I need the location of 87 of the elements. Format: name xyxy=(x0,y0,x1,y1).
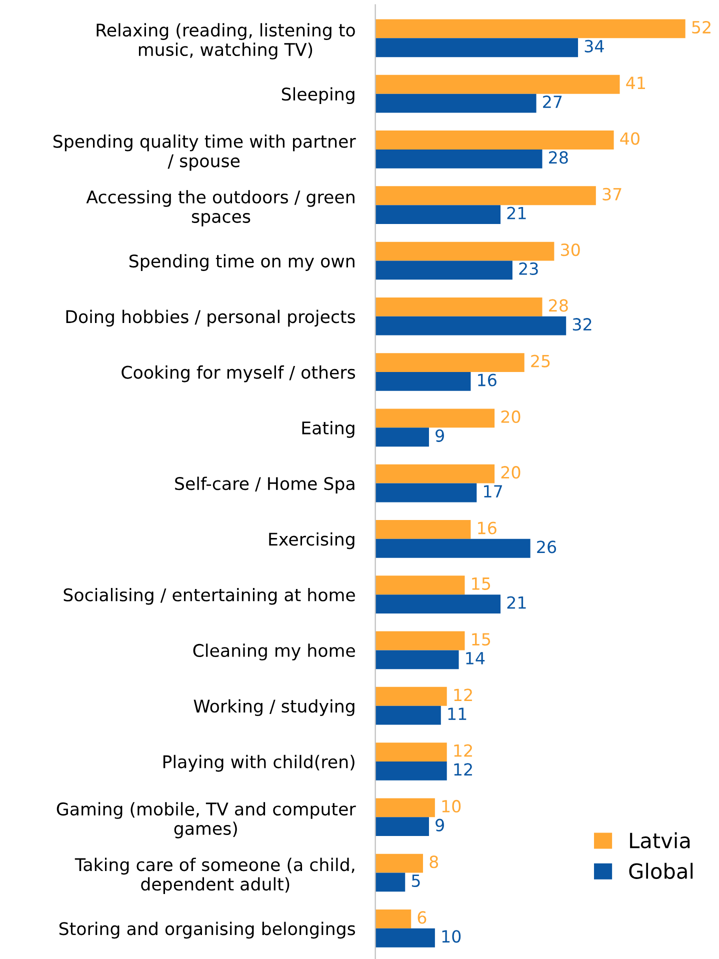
data-label: 6 xyxy=(418,911,426,924)
data-label: 12 xyxy=(454,744,472,757)
data-label: 20 xyxy=(501,466,520,479)
bar xyxy=(375,520,471,539)
data-label: 14 xyxy=(466,652,485,664)
y-tick-label: Storing and organising belongings xyxy=(59,922,356,939)
bar xyxy=(375,353,524,372)
y-tick-label: Relaxing (reading, listening to music, watching TV) xyxy=(96,23,355,60)
bar xyxy=(375,297,542,316)
bar xyxy=(375,186,596,206)
y-tick-label: Cleaning my home xyxy=(193,644,355,660)
bar xyxy=(375,631,465,650)
data-label: 12 xyxy=(454,688,472,701)
bar xyxy=(375,464,495,484)
bar xyxy=(375,817,429,836)
data-label: 15 xyxy=(472,578,490,590)
data-label: 25 xyxy=(531,354,550,368)
data-label: 26 xyxy=(537,540,556,554)
bar xyxy=(375,650,459,670)
data-label: 10 xyxy=(442,930,461,943)
bar xyxy=(375,594,501,614)
bar xyxy=(375,205,501,224)
bar xyxy=(375,316,566,336)
data-label: 23 xyxy=(519,262,538,276)
bar xyxy=(375,372,471,391)
data-label: 5 xyxy=(412,874,420,888)
bar xyxy=(375,483,477,502)
bar xyxy=(375,260,512,280)
y-tick-label: Socialising / entertaining at home xyxy=(64,588,355,605)
bar xyxy=(375,74,620,94)
bar xyxy=(375,38,578,58)
data-label: 32 xyxy=(572,318,592,331)
bar xyxy=(375,686,447,706)
bar xyxy=(375,408,495,428)
y-tick-label: Eating xyxy=(302,421,354,438)
data-label: 9 xyxy=(436,429,444,442)
data-label: 52 xyxy=(692,20,710,34)
data-label: 15 xyxy=(472,633,490,646)
bar xyxy=(375,909,412,928)
data-label: 12 xyxy=(454,763,472,776)
data-label: 11 xyxy=(448,708,466,720)
y-tick-label: Sleeping xyxy=(282,87,354,104)
data-label: 17 xyxy=(484,485,502,498)
data-label: 16 xyxy=(478,374,496,386)
data-label: 28 xyxy=(549,299,568,312)
y-tick-label: Gaming (mobile, TV and computer games) xyxy=(56,802,356,838)
legend-label: Global xyxy=(629,862,693,879)
data-label: 40 xyxy=(620,132,640,145)
bar xyxy=(375,428,429,447)
y-tick-label: Cooking for myself / others xyxy=(122,365,356,382)
data-label: 41 xyxy=(626,76,645,89)
y-tick-label: Spending time on my own xyxy=(129,254,354,271)
data-label: 21 xyxy=(507,206,526,220)
bar xyxy=(375,854,424,873)
bar xyxy=(375,576,465,595)
data-label: 9 xyxy=(436,818,444,832)
bar xyxy=(375,706,441,725)
data-label: 21 xyxy=(507,596,526,609)
data-label: 8 xyxy=(430,856,438,868)
bar xyxy=(375,538,530,558)
bar xyxy=(375,94,536,113)
y-tick-label: Playing with child(ren) xyxy=(163,754,354,772)
data-label: 16 xyxy=(478,522,496,534)
bar xyxy=(375,130,614,150)
bar xyxy=(375,19,686,38)
legend-label: Latvia xyxy=(630,832,690,848)
data-label: 10 xyxy=(442,800,461,812)
y-tick-label: Working / studying xyxy=(194,699,354,716)
y-tick-label: Accessing the outdoors / green spaces xyxy=(86,190,354,226)
bar xyxy=(375,872,406,892)
data-label: 34 xyxy=(584,40,604,52)
bar xyxy=(375,798,435,818)
y-tick-label: Spending quality time with partner / spouse xyxy=(53,134,356,171)
y-tick-label: Self-care / Home Spa xyxy=(175,476,354,494)
bar xyxy=(375,742,447,762)
bar xyxy=(375,761,447,780)
data-label: 20 xyxy=(501,410,520,424)
bar xyxy=(375,928,435,948)
y-tick-label: Doing hobbies / personal projects xyxy=(66,310,356,327)
data-label: 30 xyxy=(561,244,580,256)
bar xyxy=(375,242,554,261)
bar xyxy=(375,149,542,168)
data-label: 37 xyxy=(602,188,622,200)
y-tick-label: Taking care of someone (a child, dependent adult) xyxy=(74,858,354,894)
data-label: 28 xyxy=(549,151,568,164)
data-label: 27 xyxy=(543,96,562,108)
y-tick-label: Exercising xyxy=(269,532,354,550)
